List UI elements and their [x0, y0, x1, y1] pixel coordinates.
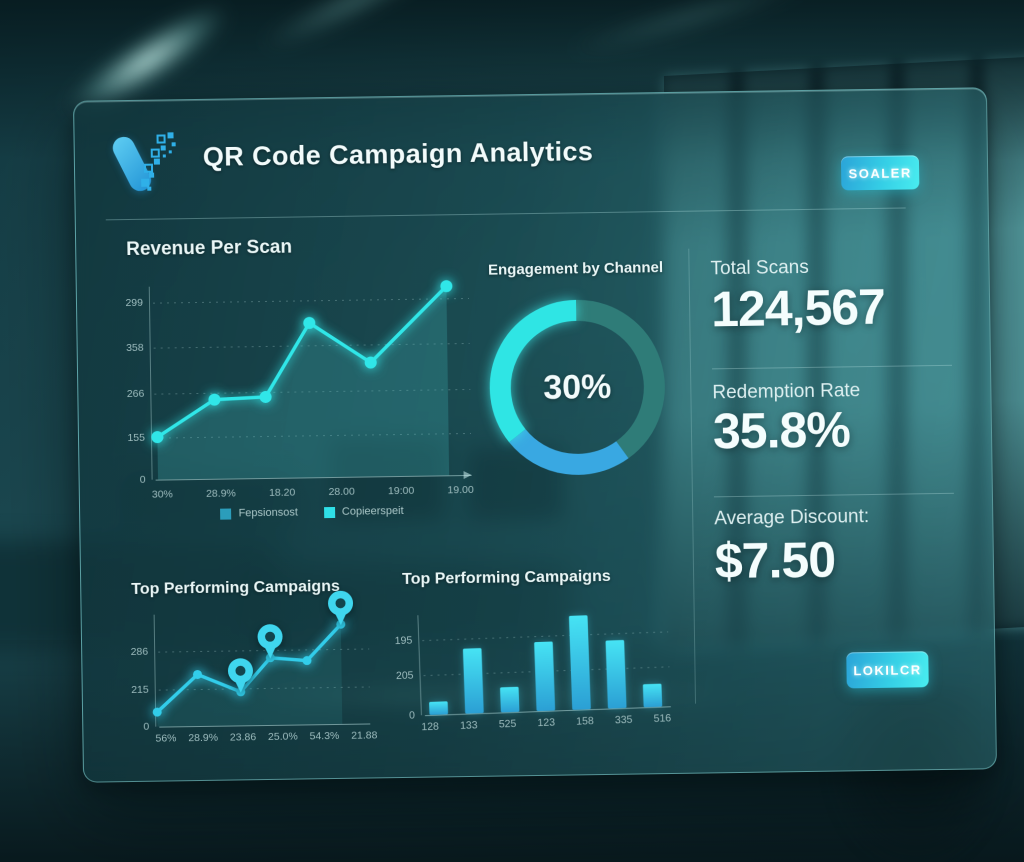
- dashboard-panel: QR Code Campaign Analytics SOALER Revenu…: [72, 87, 998, 783]
- stat-divider: [713, 492, 954, 498]
- x-tick-label: 28.00: [328, 485, 355, 499]
- y-tick-label: 266: [126, 387, 145, 400]
- map-pin-icon: [257, 624, 283, 659]
- qr-pixel: [160, 145, 166, 151]
- x-tick-label: 158: [576, 715, 594, 728]
- legend-swatch-icon: [220, 508, 232, 520]
- x-tick-label: 21.88: [351, 729, 378, 742]
- campaign-line-x-axis: 56% 28.9% 23.86 25.0% 54.3% 21.88: [155, 729, 377, 744]
- qr-pixel: [167, 132, 174, 139]
- x-tick-label: 23.86: [229, 731, 257, 744]
- footer-action-button[interactable]: LOKILCR: [846, 651, 929, 689]
- x-tick-label: 128: [421, 720, 440, 734]
- bar: [605, 639, 627, 709]
- donut-segment-blue: [509, 428, 629, 475]
- y-tick-label: 0: [408, 709, 416, 722]
- qr-pixel: [162, 154, 166, 158]
- stat-value: $7.50: [714, 531, 836, 590]
- x-tick-label: 18.20: [268, 486, 296, 499]
- y-tick-label: 299: [125, 296, 144, 310]
- x-tick-label: 19:00: [387, 484, 415, 498]
- qr-pixel: [153, 158, 160, 165]
- y-tick-label: 358: [126, 341, 144, 355]
- app-logo: [109, 130, 183, 203]
- bar: [534, 641, 556, 712]
- x-tick-label: 28.9%: [205, 487, 236, 500]
- x-tick-label: 56%: [155, 732, 177, 745]
- bar: [429, 701, 449, 715]
- qr-pixel: [156, 134, 166, 144]
- revenue-chart-title: Revenue Per Scan: [126, 236, 293, 261]
- legend-item: Copieerspeit: [323, 505, 404, 518]
- y-tick-label: 286: [130, 645, 149, 658]
- x-tick-label: 28.9%: [188, 731, 219, 745]
- legend-item: Fepsionsost: [220, 507, 298, 520]
- qr-pixel: [147, 186, 152, 191]
- qr-pixel: [171, 142, 176, 147]
- bar: [462, 648, 484, 714]
- donut-segment-muted-teal: [576, 299, 665, 459]
- stat-label: Total Scans: [710, 256, 809, 280]
- qr-pixel: [141, 178, 150, 187]
- engagement-chart-title: Engagement by Channel: [487, 259, 664, 279]
- campaign-line-y-axis: 286 215 0: [108, 615, 150, 733]
- stat-divider: [712, 364, 953, 370]
- vertical-divider: [688, 248, 697, 704]
- campaign-bar-y-axis: 195 205 0: [377, 616, 416, 722]
- campaign-bar-chart-title: Top Performing Campaigns: [402, 567, 611, 588]
- campaign-bar-x-axis: 128 133 525 123 158 335 516: [421, 712, 671, 733]
- legend-swatch-icon: [323, 506, 335, 518]
- y-tick-label: 0: [143, 720, 150, 733]
- x-tick-label: 123: [537, 716, 556, 730]
- qr-pixel: [149, 172, 155, 178]
- y-tick-label: 215: [131, 683, 149, 697]
- y-tick-label: 0: [139, 473, 146, 486]
- y-tick-label: 205: [395, 669, 414, 683]
- x-tick-label: 30%: [151, 488, 173, 501]
- qr-pixel: [143, 163, 154, 173]
- revenue-chart-plot: [148, 280, 472, 481]
- donut-ring: 30%: [486, 296, 669, 479]
- revenue-chart-x-axis: 30% 28.9% 18.20 28.00 19:00 19.00: [152, 484, 474, 501]
- x-tick-label: 54.3%: [309, 729, 340, 743]
- logo-qr-pixels-icon: [110, 130, 182, 191]
- header-divider: [105, 207, 906, 221]
- stat-value: 35.8%: [712, 401, 851, 460]
- x-tick-label: 133: [459, 719, 478, 732]
- x-tick-label: 525: [498, 717, 517, 731]
- donut-center-value: 30%: [542, 367, 612, 407]
- kpi-stats-column: Total Scans 124,567 Redemption Rate 35.8…: [710, 255, 968, 769]
- revenue-chart-y-axis: 299 358 266 155 0: [101, 287, 146, 486]
- page-title: QR Code Campaign Analytics: [202, 136, 594, 172]
- header-action-button[interactable]: SOALER: [840, 155, 920, 191]
- x-tick-label: 335: [614, 713, 633, 727]
- bar: [642, 683, 663, 708]
- qr-pixel: [150, 148, 160, 158]
- bar: [500, 686, 520, 713]
- campaign-line-plot: [152, 590, 371, 728]
- qr-pixel: [168, 150, 172, 154]
- campaign-line-chart-title: Top Performing Campaigns: [131, 577, 340, 599]
- y-tick-label: 195: [394, 634, 413, 648]
- y-tick-label: 155: [127, 431, 146, 444]
- stat-value: 124,567: [710, 278, 886, 338]
- map-pin-icon: [227, 658, 253, 693]
- revenue-chart-legend: Fepsionsost Copieerspeit: [152, 504, 472, 521]
- bar: [568, 615, 591, 710]
- x-tick-label: 516: [653, 712, 672, 725]
- campaign-bar-plot: [417, 606, 671, 717]
- stat-label: Average Discount:: [714, 506, 870, 530]
- x-tick-label: 25.0%: [267, 730, 298, 743]
- donut-segment-cyan: [489, 299, 577, 443]
- x-tick-label: 19.00: [447, 483, 474, 497]
